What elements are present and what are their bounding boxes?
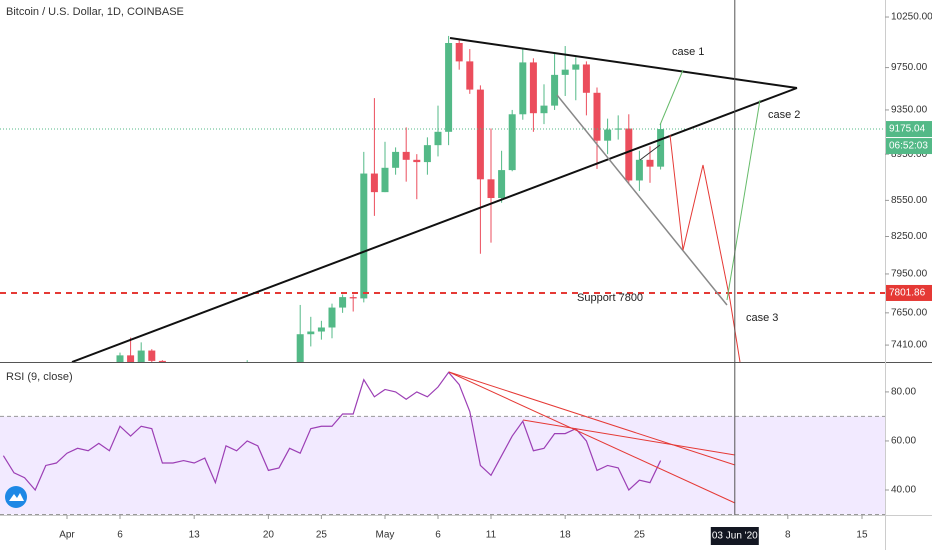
candle-body (370, 173, 378, 193)
candle-body (540, 105, 548, 114)
candle-body (635, 159, 643, 181)
candle-body (413, 159, 421, 163)
candle-body (423, 145, 431, 163)
x-tick-label: 20 (263, 530, 275, 541)
candle-body (137, 350, 145, 362)
countdown-label: 06:52:03 (889, 141, 928, 152)
y-tick-label: 80.00 (891, 387, 916, 398)
candle-body (445, 42, 453, 132)
candle-body (307, 331, 315, 335)
x-tick-label: 6 (435, 530, 441, 541)
y-tick-label: 8250.00 (891, 231, 928, 242)
candle-body (572, 64, 580, 70)
y-tick-label: 7410.00 (891, 340, 928, 351)
candle-body (593, 92, 601, 141)
candle-body (402, 151, 410, 160)
y-tick-label: 7650.00 (891, 307, 928, 318)
candle-body (148, 350, 156, 361)
annotation: case 1 (672, 46, 704, 58)
annotation: Support 7800 (577, 292, 643, 304)
x-tick-label: Apr (59, 530, 75, 541)
candle-body (604, 129, 612, 141)
y-tick-label: 60.00 (891, 436, 916, 447)
candle-body (317, 327, 325, 332)
candle-body (296, 334, 304, 362)
candle-body (476, 89, 484, 180)
x-tick-label: 25 (316, 530, 328, 541)
candle-body (434, 131, 442, 146)
candle-body (455, 42, 463, 62)
candle-body (381, 167, 389, 193)
x-tick-label: 18 (560, 530, 572, 541)
annotation: case 3 (746, 312, 778, 324)
candle-body (498, 170, 506, 199)
x-tick-label: 8 (785, 530, 791, 541)
candle-body (127, 355, 135, 362)
y-tick-label: 7950.00 (891, 269, 928, 280)
rsi-line (2, 371, 662, 492)
candle-body (339, 297, 347, 308)
cursor-label: 03 Jun '20 (712, 531, 758, 542)
axes: 10250.009750.009350.008950.008550.008250… (59, 0, 932, 545)
candle-body (551, 74, 559, 106)
support-label: 7801.86 (889, 288, 926, 299)
candle-body (349, 297, 357, 299)
support-box (886, 284, 932, 301)
price-pane (0, 35, 885, 362)
rsi-pane (0, 371, 885, 515)
candle-body (519, 62, 527, 115)
last-price-box (886, 121, 932, 138)
logo (5, 486, 27, 508)
y-tick-label: 40.00 (891, 485, 916, 496)
candle-body (625, 128, 633, 181)
candle-body (360, 173, 368, 299)
candle-body (392, 151, 400, 168)
y-tick-label: 9750.00 (891, 62, 928, 73)
candle-body (487, 179, 495, 199)
rsi-title: RSI (9, close) (6, 371, 73, 383)
y-tick-label: 9350.00 (891, 105, 928, 116)
candle-body (646, 159, 654, 167)
x-tick-label: 6 (117, 530, 123, 541)
rsi-band (0, 416, 885, 515)
candle-body (508, 114, 516, 171)
chart-title: Bitcoin / U.S. Dollar, 1D, COINBASE (6, 6, 184, 18)
cursor-box (710, 527, 759, 545)
candle-body (328, 307, 336, 328)
x-tick-label: 11 (486, 530, 497, 541)
candle-body (466, 61, 474, 90)
y-tick-label: 10250.00 (891, 12, 932, 23)
candle-body (582, 64, 590, 93)
y-tick-label: 8950.00 (891, 149, 928, 160)
annotation: case 2 (768, 109, 800, 121)
x-tick-label: 13 (189, 530, 201, 541)
candle-body (561, 69, 569, 75)
y-tick-label: 8550.00 (891, 195, 928, 206)
drawings: case 1 case 2 case 3 Support 7800 (71, 37, 800, 504)
candle-body (657, 129, 665, 167)
countdown-box (886, 138, 932, 155)
candle-body (116, 355, 124, 362)
x-tick-label: May (376, 530, 395, 541)
last-price-label: 9175.04 (889, 124, 926, 135)
candle-body (529, 62, 537, 114)
candle-body (158, 360, 166, 362)
x-tick-label: 25 (634, 530, 646, 541)
x-tick-label: 15 (856, 530, 868, 541)
